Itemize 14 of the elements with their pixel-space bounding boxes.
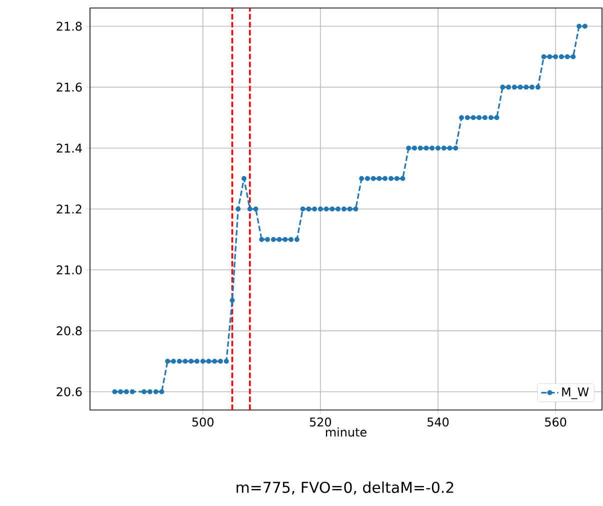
x-tick-label: 540 [428, 418, 449, 427]
y-tick-label: 20.6 [56, 387, 82, 396]
y-tick-label: 21.4 [56, 144, 82, 153]
text: m=775, FVO=0, deltaM=-0.2 [236, 481, 454, 495]
y-tick-label: 21.6 [56, 82, 82, 92]
legend-label: M_W [562, 388, 589, 400]
y-tick-label: 21.2 [56, 204, 82, 214]
x-tick-label: 520 [310, 418, 332, 427]
x-axis-title: minute [326, 427, 366, 437]
y-tick-label: 21.0 [56, 265, 82, 274]
y-tick-label: 20.8 [56, 326, 82, 336]
x-tick-label: 560 [545, 418, 566, 427]
y-tick-label: 21.8 [56, 22, 82, 31]
x-tick-label: 500 [192, 418, 214, 427]
